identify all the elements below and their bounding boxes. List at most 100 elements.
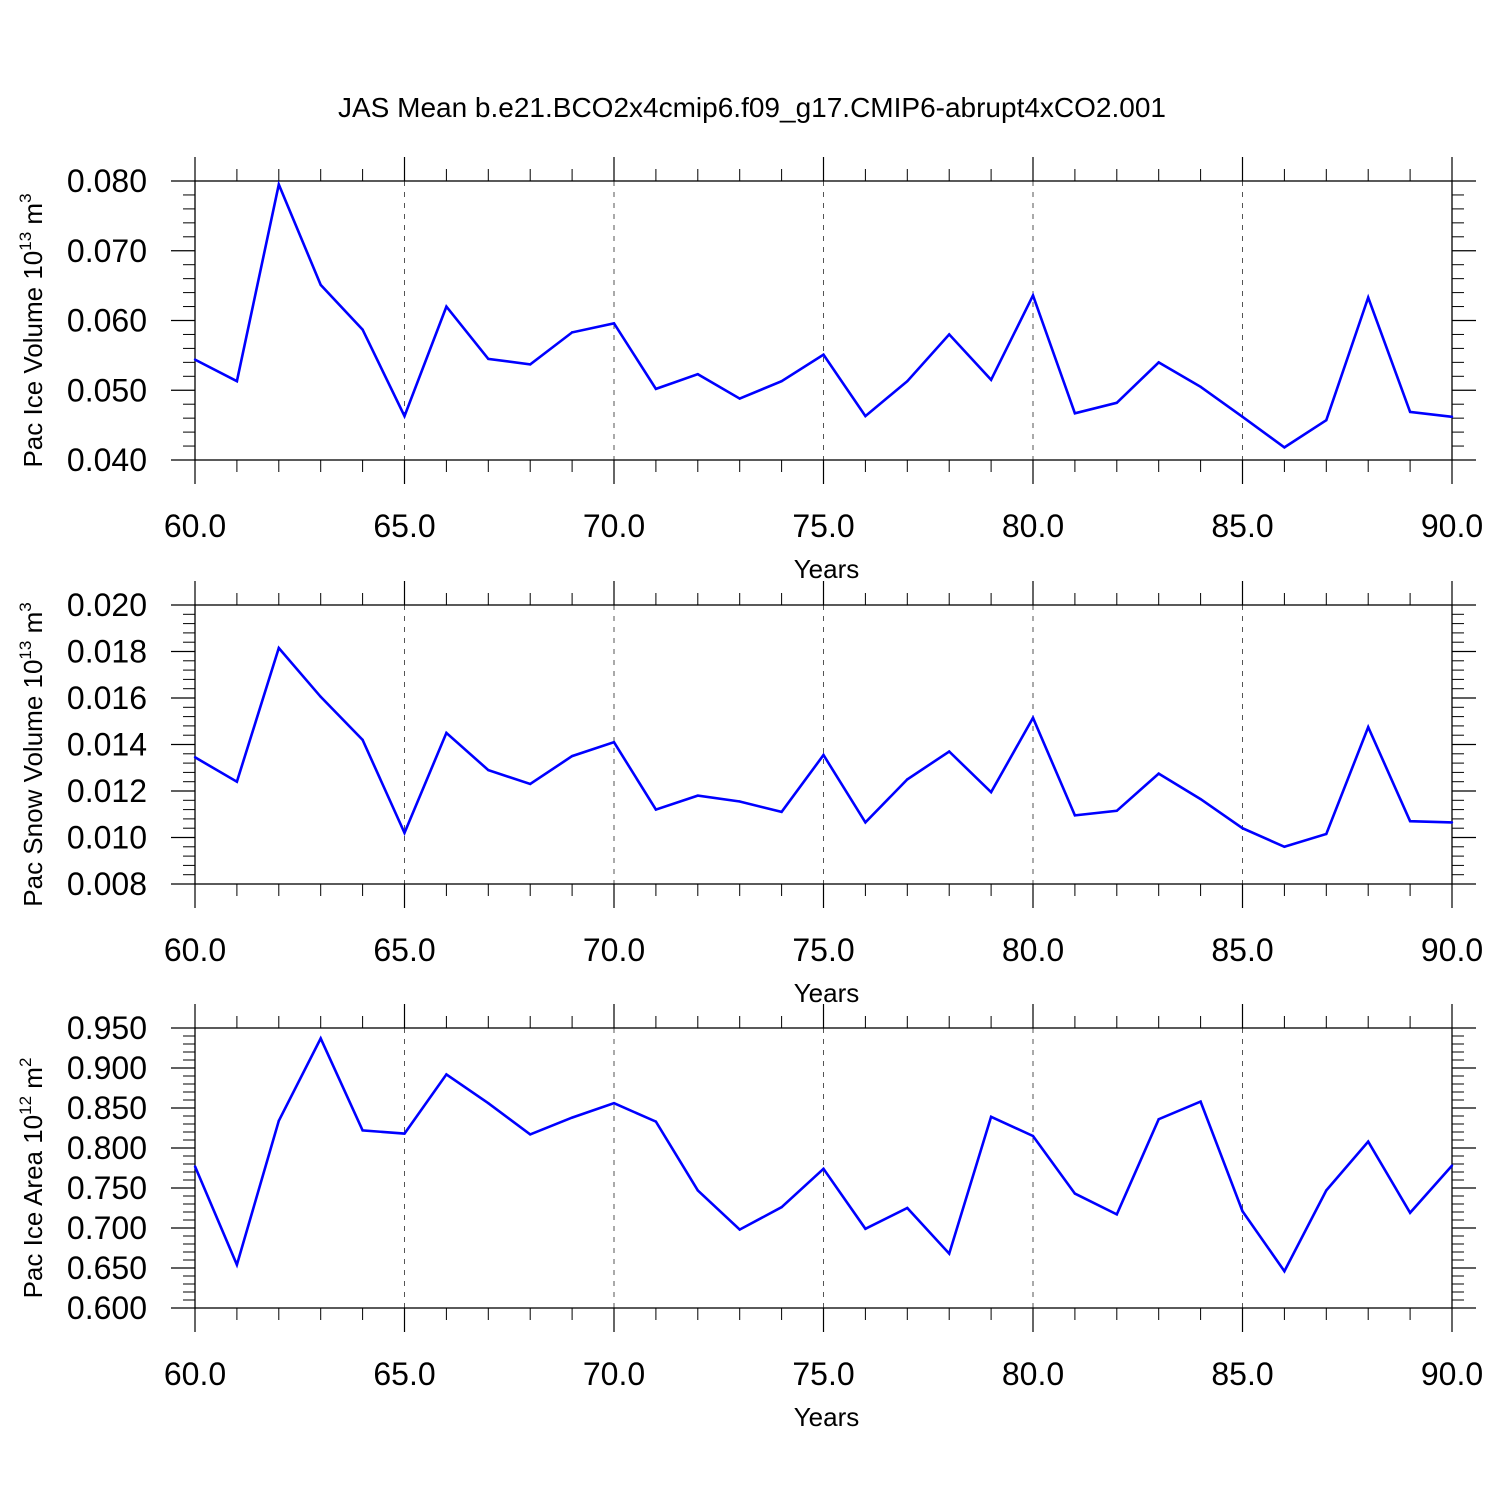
x-tick-label: 85.0 xyxy=(1211,508,1273,544)
data-point xyxy=(1241,1210,1244,1213)
data-point xyxy=(487,1102,490,1105)
data-point xyxy=(822,353,825,356)
data-point xyxy=(1408,1211,1412,1215)
x-tick-label: 65.0 xyxy=(373,1356,435,1392)
data-point xyxy=(235,780,239,783)
data-point xyxy=(487,768,490,772)
x-tick-label: 75.0 xyxy=(792,508,854,544)
y-tick-label: 0.700 xyxy=(67,1210,147,1246)
data-point xyxy=(1367,1140,1370,1143)
x-tick-label: 80.0 xyxy=(1002,508,1064,544)
x-tick-label: 75.0 xyxy=(792,1356,854,1392)
data-point xyxy=(361,1129,364,1132)
data-point xyxy=(529,363,532,366)
data-point xyxy=(738,800,741,803)
data-point xyxy=(319,283,322,287)
data-point xyxy=(780,379,783,383)
x-axis-title: Years xyxy=(794,554,860,584)
x-axis-title: Years xyxy=(794,1402,860,1432)
data-point xyxy=(1157,1118,1160,1121)
data-point xyxy=(989,378,993,381)
data-point xyxy=(1241,415,1244,418)
data-point xyxy=(1115,1213,1119,1216)
x-tick-label: 90.0 xyxy=(1421,932,1483,968)
data-point xyxy=(989,1115,993,1119)
y-tick-label: 0.016 xyxy=(67,680,147,716)
x-tick-label: 60.0 xyxy=(164,932,226,968)
data-point xyxy=(1073,412,1077,415)
data-point xyxy=(193,756,197,759)
data-point xyxy=(235,1263,239,1267)
data-point xyxy=(612,322,616,325)
y-tick-label: 0.850 xyxy=(67,1090,147,1126)
data-point xyxy=(235,379,239,383)
data-point xyxy=(193,358,197,361)
data-point xyxy=(1325,832,1328,836)
y-tick-label: 0.900 xyxy=(67,1050,147,1086)
y-tick-label: 0.650 xyxy=(67,1250,147,1286)
data-point xyxy=(1408,820,1412,823)
panel-2: 0.008 0.010 0.012 0.014 0.016 0.018 0.020 60.0 6… xyxy=(16,581,1483,1008)
data-point xyxy=(1031,716,1035,719)
data-point xyxy=(822,1167,825,1171)
y-tick-label: 0.008 xyxy=(67,866,147,902)
panel-3: 0.600 0.650 0.700 0.750 0.800 0.850 0.900 0.950… xyxy=(16,1004,1483,1432)
data-point xyxy=(1325,419,1328,422)
data-point xyxy=(1367,725,1370,729)
y-tick-label: 0.070 xyxy=(67,233,147,269)
data-point xyxy=(529,782,532,786)
data-point xyxy=(445,1073,448,1076)
x-tick-label: 80.0 xyxy=(1002,932,1064,968)
x-tick-label: 60.0 xyxy=(164,1356,226,1392)
data-point xyxy=(1157,772,1160,775)
y-tick-label: 0.060 xyxy=(67,303,147,339)
data-point xyxy=(403,414,406,418)
data-point xyxy=(1031,1134,1035,1138)
data-point xyxy=(906,379,909,383)
data-point xyxy=(1325,1189,1328,1192)
data-point xyxy=(948,333,951,336)
data-point xyxy=(1283,845,1286,848)
data-point xyxy=(1367,296,1370,299)
data-point xyxy=(1408,410,1412,414)
data-point xyxy=(1031,294,1035,297)
x-tick-label: 70.0 xyxy=(583,932,645,968)
data-point xyxy=(738,397,741,400)
y-tick-label: 0.010 xyxy=(67,820,147,856)
y-axis-title: Pac Ice Volume 1013 m3 xyxy=(16,193,48,467)
data-point xyxy=(570,1116,574,1119)
data-point xyxy=(529,1133,532,1136)
x-tick-label: 90.0 xyxy=(1421,1356,1483,1392)
panel-1: 0.040 0.050 0.060 0.070 0.080 60.0 65.0 70.0 75.… xyxy=(16,157,1483,584)
data-point xyxy=(864,1227,867,1231)
data-point xyxy=(906,1206,909,1210)
x-tick-label: 75.0 xyxy=(792,932,854,968)
data-point xyxy=(654,808,658,811)
data-point xyxy=(1157,361,1160,364)
y-tick-label: 0.050 xyxy=(67,372,147,408)
data-point xyxy=(989,790,993,794)
x-axis-title: Years xyxy=(794,978,860,1008)
data-point xyxy=(1115,401,1119,405)
data-point xyxy=(1199,385,1202,388)
y-tick-label: 0.040 xyxy=(67,442,147,478)
data-point xyxy=(319,695,322,699)
data-point xyxy=(570,754,574,758)
data-point xyxy=(822,753,825,757)
data-point xyxy=(319,1037,322,1040)
data-point xyxy=(445,305,448,308)
chart-title: JAS Mean b.e21.BCO2x4cmip6.f09_g17.CMIP6… xyxy=(338,92,1166,123)
y-tick-label: 0.950 xyxy=(67,1010,147,1046)
data-point xyxy=(277,646,280,650)
x-tick-label: 85.0 xyxy=(1211,1356,1273,1392)
x-tick-label: 80.0 xyxy=(1002,1356,1064,1392)
data-point xyxy=(570,331,574,334)
x-tick-label: 60.0 xyxy=(164,508,226,544)
data-point xyxy=(1199,1100,1202,1103)
data-point xyxy=(487,357,490,361)
y-axis-title: Pac Snow Volume 1013 m3 xyxy=(16,602,48,906)
data-point xyxy=(1241,827,1244,830)
y-tick-label: 0.018 xyxy=(67,634,147,670)
x-tick-label: 70.0 xyxy=(583,508,645,544)
